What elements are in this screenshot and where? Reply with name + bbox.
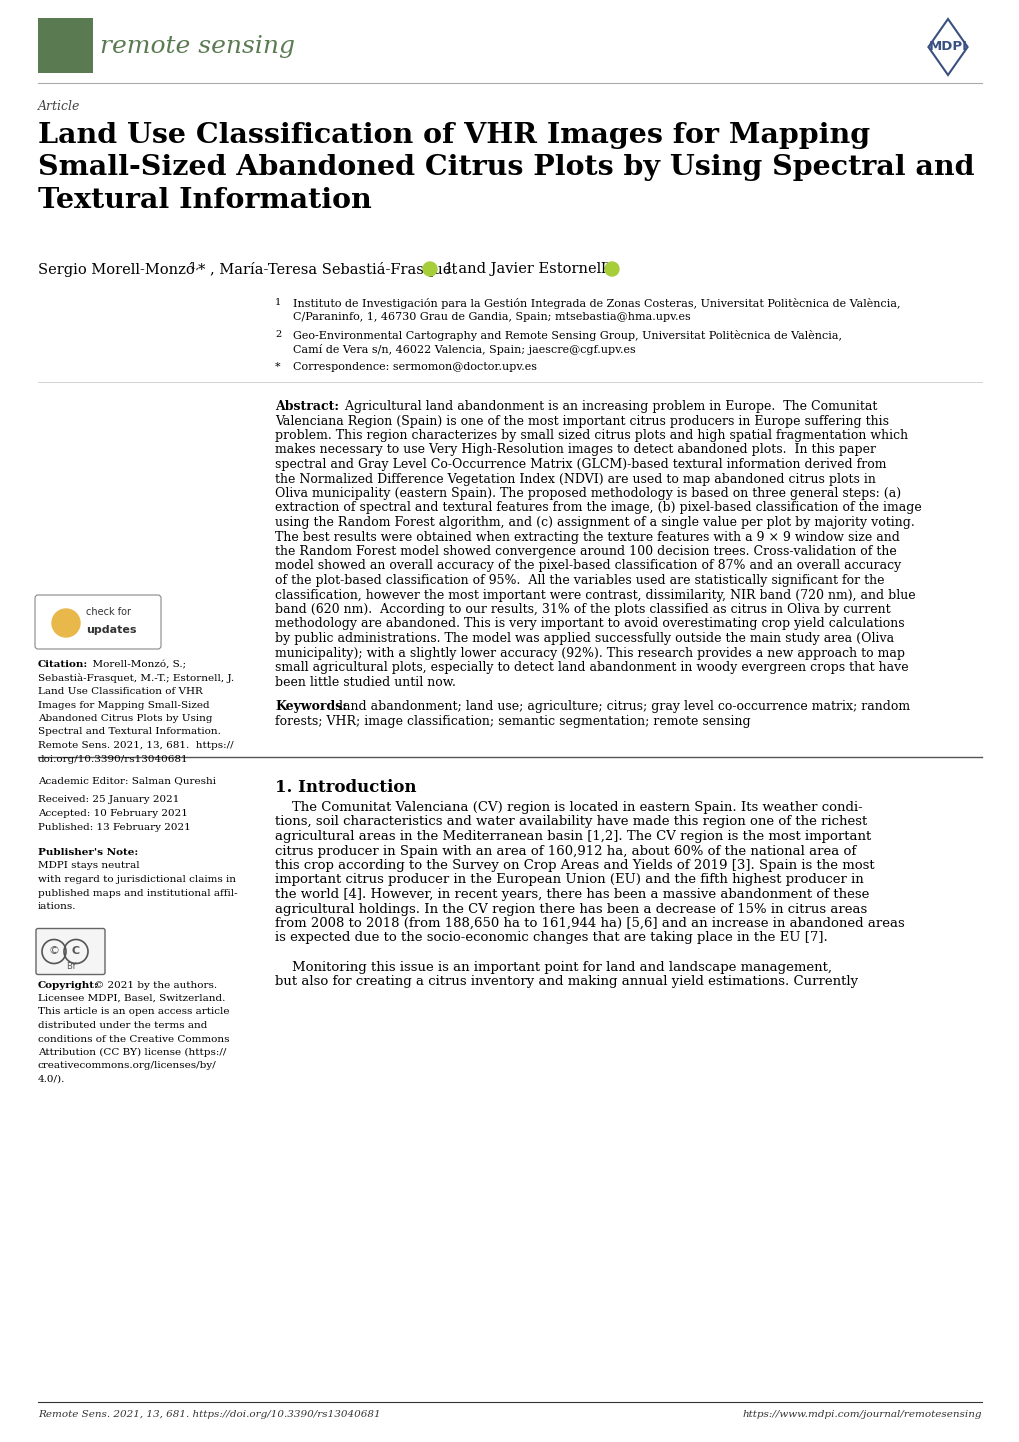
Text: Abstract:: Abstract:	[275, 399, 338, 412]
Text: agricultural holdings. In the CV region there has been a decrease of 15% in citr: agricultural holdings. In the CV region …	[275, 903, 866, 916]
Text: * , María-Teresa Sebastiá-Frasquet: * , María-Teresa Sebastiá-Frasquet	[198, 262, 462, 277]
Text: Accepted: 10 February 2021: Accepted: 10 February 2021	[38, 809, 187, 818]
Text: makes necessary to use Very High-Resolution images to detect abandoned plots.  I: makes necessary to use Very High-Resolut…	[275, 444, 875, 457]
FancyBboxPatch shape	[35, 596, 161, 649]
Text: Correspondence: sermomon@doctor.upv.es: Correspondence: sermomon@doctor.upv.es	[292, 362, 536, 372]
Text: citrus producer in Spain with an area of 160,912 ha, about 60% of the national a: citrus producer in Spain with an area of…	[275, 845, 855, 858]
Text: band (620 nm).  According to our results, 31% of the plots classified as citrus : band (620 nm). According to our results,…	[275, 603, 890, 616]
Text: the Random Forest model showed convergence around 100 decision trees. Cross-vali: the Random Forest model showed convergen…	[275, 545, 896, 558]
Text: been little studied until now.: been little studied until now.	[275, 675, 455, 688]
Text: Sergio Morell-Monzó: Sergio Morell-Monzó	[38, 262, 199, 277]
Text: forests; VHR; image classification; semantic segmentation; remote sensing: forests; VHR; image classification; sema…	[275, 714, 750, 728]
Text: *: *	[275, 362, 280, 372]
Text: Licensee MDPI, Basel, Switzerland.: Licensee MDPI, Basel, Switzerland.	[38, 994, 225, 1004]
Text: spectral and Gray Level Co-Occurrence Matrix (GLCM)-based textural information d: spectral and Gray Level Co-Occurrence Ma…	[275, 459, 886, 472]
Text: Geo-Environmental Cartography and Remote Sensing Group, Universitat Politècnica : Geo-Environmental Cartography and Remote…	[292, 330, 841, 340]
Text: Camí de Vera s/n, 46022 Valencia, Spain; jaescre@cgf.upv.es: Camí de Vera s/n, 46022 Valencia, Spain;…	[292, 345, 635, 355]
Text: Remote Sens. 2021, 13, 681. https://doi.org/10.3390/rs13040681: Remote Sens. 2021, 13, 681. https://doi.…	[38, 1410, 380, 1419]
Text: Abandoned Citrus Plots by Using: Abandoned Citrus Plots by Using	[38, 714, 212, 722]
Text: Academic Editor: Salman Qureshi: Academic Editor: Salman Qureshi	[38, 776, 216, 784]
Text: Article: Article	[38, 99, 81, 112]
Text: from 2008 to 2018 (from 188,650 ha to 161,944 ha) [5,6] and an increase in aband: from 2008 to 2018 (from 188,650 ha to 16…	[275, 917, 904, 930]
Text: Monitoring this issue is an important point for land and landscape management,: Monitoring this issue is an important po…	[275, 960, 832, 973]
Text: iations.: iations.	[38, 903, 76, 911]
Text: problem. This region characterizes by small sized citrus plots and high spatial : problem. This region characterizes by sm…	[275, 430, 907, 443]
Text: Attribution (CC BY) license (https://: Attribution (CC BY) license (https://	[38, 1048, 226, 1057]
Text: 1 and Javier Estornell: 1 and Javier Estornell	[439, 262, 610, 275]
Text: by public administrations. The model was applied successfully outside the main s: by public administrations. The model was…	[275, 632, 894, 645]
Text: Published: 13 February 2021: Published: 13 February 2021	[38, 822, 191, 832]
Text: The best results were obtained when extracting the texture features with a 9 × 9: The best results were obtained when extr…	[275, 531, 899, 544]
Text: doi.org/10.3390/rs13040681: doi.org/10.3390/rs13040681	[38, 754, 189, 763]
Text: but also for creating a citrus inventory and making annual yield estimations. Cu: but also for creating a citrus inventory…	[275, 975, 857, 988]
Text: Citation:: Citation:	[38, 660, 89, 669]
Text: Images for Mapping Small-Sized: Images for Mapping Small-Sized	[38, 701, 210, 709]
Text: published maps and institutional affil-: published maps and institutional affil-	[38, 888, 237, 897]
Text: MDPI: MDPI	[927, 40, 967, 53]
Text: This article is an open access article: This article is an open access article	[38, 1008, 229, 1017]
Text: methodology are abandoned. This is very important to avoid overestimating crop y: methodology are abandoned. This is very …	[275, 617, 904, 630]
Text: updates: updates	[86, 624, 137, 634]
Text: check for: check for	[86, 607, 130, 617]
Text: Valenciana Region (Spain) is one of the most important citrus producers in Europ: Valenciana Region (Spain) is one of the …	[275, 414, 889, 427]
Text: the world [4]. However, in recent years, there has been a massive abandonment of: the world [4]. However, in recent years,…	[275, 888, 868, 901]
FancyBboxPatch shape	[36, 929, 105, 975]
Text: Agricultural land abandonment is an increasing problem in Europe.  The Comunitat: Agricultural land abandonment is an incr…	[336, 399, 876, 412]
Circle shape	[423, 262, 436, 275]
Text: ©: ©	[49, 946, 59, 956]
Text: this crop according to the Survey on Crop Areas and Yields of 2019 [3]. Spain is: this crop according to the Survey on Cro…	[275, 859, 873, 872]
Text: Spectral and Textural Information.: Spectral and Textural Information.	[38, 728, 221, 737]
Text: model showed an overall accuracy of the pixel-based classification of 87% and an: model showed an overall accuracy of the …	[275, 559, 901, 572]
Text: agricultural areas in the Mediterranean basin [1,2]. The CV region is the most i: agricultural areas in the Mediterranean …	[275, 831, 870, 844]
Text: the Normalized Difference Vegetation Index (NDVI) are used to map abandoned citr: the Normalized Difference Vegetation Ind…	[275, 473, 875, 486]
Text: 1,: 1,	[190, 262, 200, 271]
Text: conditions of the Creative Commons: conditions of the Creative Commons	[38, 1034, 229, 1044]
Text: with regard to jurisdictional claims in: with regard to jurisdictional claims in	[38, 875, 235, 884]
Text: https://www.mdpi.com/journal/remotesensing: https://www.mdpi.com/journal/remotesensi…	[742, 1410, 981, 1419]
Text: Copyright:: Copyright:	[38, 981, 99, 989]
Text: Publisher's Note:: Publisher's Note:	[38, 848, 139, 857]
Text: iD: iD	[426, 267, 433, 271]
Text: 1: 1	[275, 298, 281, 307]
FancyBboxPatch shape	[38, 17, 93, 74]
Text: 4.0/).: 4.0/).	[38, 1074, 65, 1084]
Text: 1. Introduction: 1. Introduction	[275, 779, 416, 796]
Text: Morell-Monzó, S.;: Morell-Monzó, S.;	[86, 660, 185, 669]
Text: land abandonment; land use; agriculture; citrus; gray level co-occurrence matrix: land abandonment; land use; agriculture;…	[338, 699, 909, 712]
Text: municipality); with a slightly lower accuracy (92%). This research provides a ne: municipality); with a slightly lower acc…	[275, 646, 904, 659]
Text: Instituto de Investigación para la Gestión Integrada de Zonas Costeras, Universi: Instituto de Investigación para la Gesti…	[292, 298, 900, 309]
Text: Sebastià-Frasquet, M.-T.; Estornell, J.: Sebastià-Frasquet, M.-T.; Estornell, J.	[38, 673, 234, 684]
Text: Keywords:: Keywords:	[275, 699, 346, 712]
Text: using the Random Forest algorithm, and (c) assignment of a single value per plot: using the Random Forest algorithm, and (…	[275, 516, 914, 529]
Circle shape	[604, 262, 619, 275]
Text: © 2021 by the authors.: © 2021 by the authors.	[94, 981, 217, 989]
Text: 2: 2	[275, 330, 281, 339]
Text: small agricultural plots, especially to detect land abandonment in woody evergre: small agricultural plots, especially to …	[275, 660, 908, 673]
Text: C: C	[72, 946, 79, 956]
Text: important citrus producer in the European Union (EU) and the fifth highest produ: important citrus producer in the Europea…	[275, 874, 863, 887]
Text: Land Use Classification of VHR Images for Mapping
Small-Sized Abandoned Citrus P: Land Use Classification of VHR Images fo…	[38, 123, 973, 213]
Text: is expected due to the socio-economic changes that are taking place in the EU [7: is expected due to the socio-economic ch…	[275, 932, 827, 945]
Text: C/Paraninfo, 1, 46730 Grau de Gandia, Spain; mtsebastia@hma.upv.es: C/Paraninfo, 1, 46730 Grau de Gandia, Sp…	[292, 311, 690, 322]
Text: remote sensing: remote sensing	[100, 36, 294, 59]
Text: The Comunitat Valenciana (CV) region is located in eastern Spain. Its weather co: The Comunitat Valenciana (CV) region is …	[275, 800, 862, 813]
Text: iD: iD	[607, 267, 615, 271]
Text: Remote Sens. 2021, 13, 681.  https://: Remote Sens. 2021, 13, 681. https://	[38, 741, 233, 750]
Text: creativecommons.org/licenses/by/: creativecommons.org/licenses/by/	[38, 1061, 217, 1070]
Text: BY: BY	[66, 962, 76, 970]
Circle shape	[52, 609, 79, 637]
Text: classification, however the most important were contrast, dissimilarity, NIR ban: classification, however the most importa…	[275, 588, 915, 601]
Text: extraction of spectral and textural features from the image, (b) pixel-based cla: extraction of spectral and textural feat…	[275, 502, 921, 515]
Text: Land Use Classification of VHR: Land Use Classification of VHR	[38, 686, 203, 696]
Text: 2: 2	[601, 262, 608, 271]
Text: distributed under the terms and: distributed under the terms and	[38, 1021, 207, 1030]
Text: MDPI stays neutral: MDPI stays neutral	[38, 861, 140, 871]
Text: ✓: ✓	[61, 617, 71, 630]
Text: of the plot-based classification of 95%.  All the variables used are statistical: of the plot-based classification of 95%.…	[275, 574, 883, 587]
Text: Oliva municipality (eastern Spain). The proposed methodology is based on three g: Oliva municipality (eastern Spain). The …	[275, 487, 900, 500]
Text: tions, soil characteristics and water availability have made this region one of : tions, soil characteristics and water av…	[275, 816, 866, 829]
Text: Received: 25 January 2021: Received: 25 January 2021	[38, 796, 179, 805]
